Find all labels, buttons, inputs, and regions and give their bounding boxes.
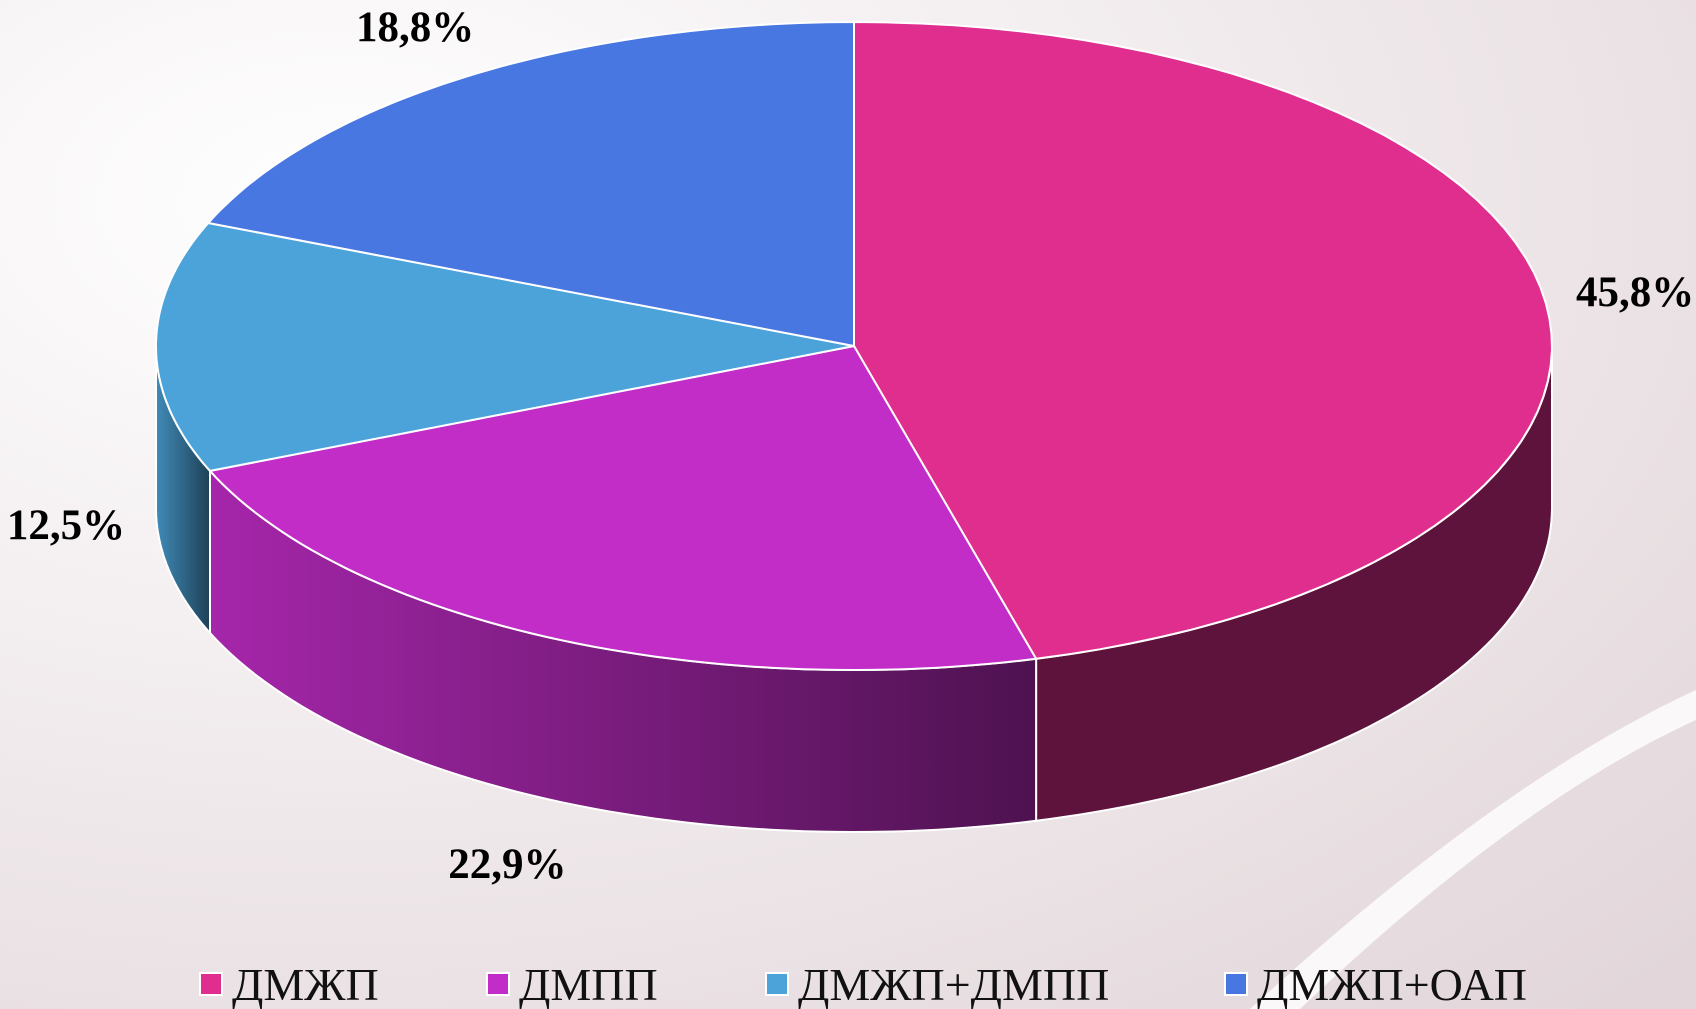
value-label: 18,8% xyxy=(356,4,474,51)
legend-swatch xyxy=(1224,972,1248,996)
slice xyxy=(155,221,855,472)
legend-label: ДМЖП+ОАП xyxy=(1257,959,1527,1009)
value-label: 45,8% xyxy=(1576,269,1694,316)
slice xyxy=(208,344,1038,672)
slice xyxy=(206,20,855,348)
legend-label: ДМЖП xyxy=(232,959,379,1009)
value-label: 22,9% xyxy=(448,841,566,888)
legend-label: ДМЖП+ДМПП xyxy=(798,959,1109,1009)
value-label: 12,5% xyxy=(7,502,125,549)
legend-swatch xyxy=(199,972,223,996)
legend-swatch xyxy=(765,972,789,996)
slice xyxy=(853,20,1554,660)
decor-swoosh xyxy=(1250,690,1696,1009)
legend-swatch xyxy=(486,972,510,996)
legend-label: ДМПП xyxy=(519,959,658,1009)
